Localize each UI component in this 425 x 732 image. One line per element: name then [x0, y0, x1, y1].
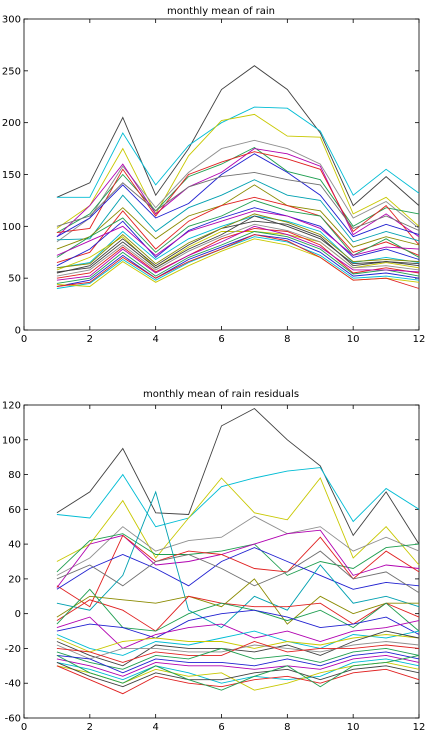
x-tick-label: 10 [347, 722, 360, 732]
series-line [56, 515, 420, 576]
series-line [56, 654, 420, 677]
series-line [56, 196, 420, 264]
rain-mean-chart: monthly mean of rain 0 2 4 6 8 10 12 0 50 100 150 2… [2, 6, 425, 345]
x-tick-label: 6 [218, 722, 224, 732]
series-line [56, 215, 420, 273]
y-tick-label: -20 [5, 644, 21, 655]
series-line [56, 106, 420, 198]
series-line [56, 210, 420, 256]
y-tick-label: -40 [5, 679, 21, 690]
series-line [56, 231, 420, 271]
y-tick-label: 200 [2, 118, 21, 129]
series-line [56, 139, 420, 243]
y-tick-label: 60 [8, 505, 21, 516]
series-line [56, 151, 420, 246]
y-tick-label: 40 [8, 540, 21, 551]
series-line [56, 207, 420, 267]
series-line [56, 658, 420, 684]
series-line [56, 231, 420, 284]
axis-ticks: 0 2 4 6 8 10 12 0 50 100 150 200 250 300 [2, 15, 425, 346]
series-line [56, 225, 420, 281]
series-line [56, 171, 420, 231]
series-line [56, 407, 420, 545]
series-line [56, 467, 420, 528]
series-line [56, 533, 420, 576]
series-line [56, 223, 420, 277]
series-line [56, 220, 420, 274]
series-line [56, 588, 420, 632]
y-tick-label: 100 [2, 435, 21, 446]
series-line [56, 661, 420, 688]
x-tick-label: 0 [21, 334, 27, 345]
chart-title: monthly mean of rain residuals [143, 389, 299, 400]
series-line [56, 213, 420, 269]
y-tick-label: 0 [15, 609, 21, 620]
series-line [56, 647, 420, 670]
series-line [56, 199, 420, 258]
y-tick-label: 0 [15, 326, 21, 337]
series-line [56, 227, 420, 279]
series-line [56, 113, 420, 229]
series-line [56, 609, 420, 639]
series-line [56, 651, 420, 674]
series-lines [56, 407, 420, 695]
series-line [56, 641, 420, 663]
series-line [56, 184, 420, 250]
series-line [56, 634, 420, 653]
y-tick-label: 50 [8, 274, 21, 285]
series-line [56, 148, 420, 238]
x-tick-label: 12 [413, 722, 425, 732]
y-tick-label: 100 [2, 222, 21, 233]
rain-residuals-chart: monthly mean of rain residuals 0 2 4 6 8 10 12… [2, 389, 425, 732]
x-tick-label: 0 [21, 722, 27, 732]
series-line [56, 578, 419, 625]
x-tick-label: 8 [284, 722, 290, 732]
series-line [56, 595, 420, 632]
y-tick-label: 300 [2, 15, 21, 26]
series-line [56, 179, 420, 243]
y-tick-label: 150 [2, 170, 21, 181]
x-tick-label: 8 [284, 334, 290, 345]
series-line [56, 630, 420, 667]
x-tick-label: 12 [413, 334, 425, 345]
series-line [56, 236, 420, 289]
x-tick-label: 6 [218, 334, 224, 345]
y-tick-label: 120 [2, 401, 21, 412]
series-lines [56, 65, 420, 289]
chart-title: monthly mean of rain [167, 6, 275, 17]
series-line [56, 234, 420, 287]
series-line [56, 534, 420, 608]
series-line [56, 529, 420, 588]
y-tick-label: 250 [2, 66, 21, 77]
series-line [56, 550, 420, 594]
x-tick-label: 10 [347, 334, 360, 345]
series-line [56, 65, 420, 207]
series-line [56, 654, 420, 691]
y-tick-label: 80 [8, 470, 21, 481]
series-line [56, 153, 420, 238]
y-tick-label: 20 [8, 574, 21, 585]
series-line [56, 477, 420, 566]
x-tick-label: 4 [152, 722, 158, 732]
x-tick-label: 2 [87, 334, 93, 345]
axis-ticks: 0 2 4 6 8 10 12 -60 -40 -20 0 20 40 60 80 100 120 [2, 401, 425, 732]
series-line [56, 547, 420, 590]
series-line [56, 146, 420, 233]
y-tick-label: -60 [5, 714, 21, 725]
x-tick-label: 4 [152, 334, 158, 345]
x-tick-label: 2 [87, 722, 93, 732]
series-line [56, 234, 420, 289]
series-line [56, 630, 420, 656]
